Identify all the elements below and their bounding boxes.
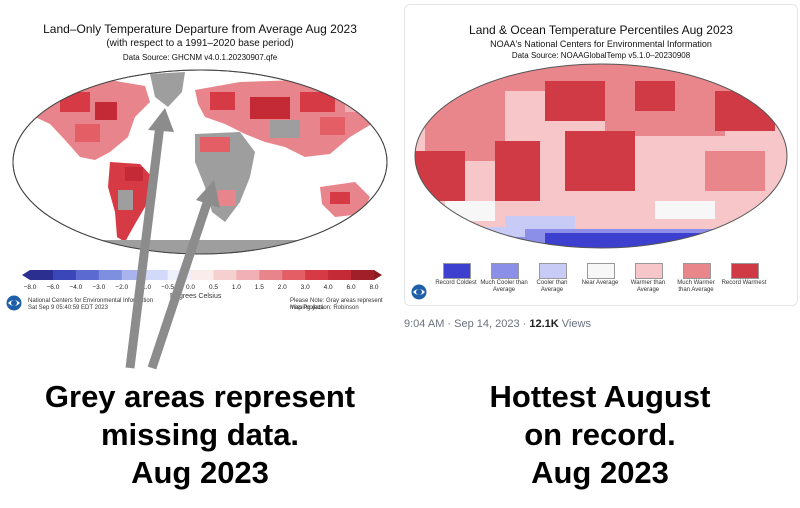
noaa-logo-right	[411, 284, 427, 300]
arrow-to-greenland-head	[148, 108, 174, 132]
left-footer-note: Please Note: Gray areas represent missin…	[290, 298, 383, 311]
legend-label: Record Coldest	[435, 280, 477, 286]
grey-arrows-overlay	[125, 108, 220, 370]
colorbar-cell	[351, 270, 375, 280]
legend-swatch	[731, 263, 759, 279]
colorbar-tick-label: −6.0	[47, 284, 60, 291]
colorbar-tick-label: 8.0	[369, 284, 378, 291]
colorbar-cell	[75, 270, 100, 280]
left-caption: Grey areas represent missing data. Aug 2…	[0, 378, 400, 492]
colorbar-tick-label: −8.0	[24, 284, 37, 291]
right-caption-line: Hottest August	[489, 379, 711, 414]
colorbar-cell	[144, 270, 169, 280]
arrow-to-greenland-shaft	[125, 124, 165, 369]
colorbar-tick-label: 1.5	[255, 284, 264, 291]
left-footer-date: Sat Sep 9 05:40:59 EDT 2023	[28, 305, 108, 311]
left-caption-line: Aug 2023	[131, 455, 269, 490]
legend-swatch	[443, 263, 471, 279]
colorbar-tick-label: −2.0	[115, 284, 128, 291]
right-world-map	[414, 63, 788, 249]
colorbar-tick-label: −4.0	[69, 284, 82, 291]
colorbar-cell	[190, 270, 214, 280]
colorbar-tick-label: 4.0	[324, 284, 333, 291]
left-footer-org: National Centers for Environmental Infor…	[28, 298, 154, 304]
legend-label: Much Warmer than Average	[677, 280, 715, 293]
noaa-logo-left	[6, 295, 22, 311]
tweet-views-label: Views	[561, 318, 591, 330]
right-map-source: Data Source: NOAAGlobalTemp v5.1.0–20230…	[511, 51, 691, 60]
tweet-timestamp-views: 9:04 AM · Sep 14, 2023 · 12.1K Views	[404, 318, 591, 330]
legend-swatch	[491, 263, 519, 279]
left-map-source: Data Source: GHCNM v4.0.1.20230907.qfe	[122, 53, 278, 62]
legend-label: Warmer than Average	[630, 280, 666, 293]
colorbar-tick-label: −1.0	[138, 284, 151, 291]
colorbar-cell	[305, 270, 329, 280]
legend-swatch	[683, 263, 711, 279]
land-only-map-panel: Land–Only Temperature Departure from Ave…	[0, 0, 400, 330]
colorbar-cell	[98, 270, 123, 280]
colorbar-cell	[30, 270, 54, 280]
legend-swatch	[539, 263, 567, 279]
arrow-to-africa-shaft	[147, 198, 213, 370]
colorbar-cell	[259, 270, 283, 280]
left-caption-line: missing data.	[100, 417, 300, 452]
colorbar-tick-label: 1.0	[232, 284, 241, 291]
left-caption-line: Grey areas represent	[44, 379, 356, 414]
right-map-title: Land & Ocean Temperature Percentiles Aug…	[469, 23, 733, 37]
right-caption-line: Aug 2023	[531, 455, 669, 490]
colorbar-tick-label: −3.0	[92, 284, 105, 291]
colorbar-unit: Degrees Celsius	[170, 293, 222, 300]
colorbar-tick-label: 6.0	[347, 284, 356, 291]
legend-swatch	[587, 263, 615, 279]
tweet-time: 9:04 AM · Sep 14, 2023 ·	[404, 318, 527, 330]
land-ocean-percentile-panel: Land & Ocean Temperature Percentiles Aug…	[404, 4, 798, 306]
colorbar-cell	[213, 270, 237, 280]
right-map-subtitle: NOAA's National Centers for Environmenta…	[490, 39, 712, 49]
left-footer-projection: Map Projection: Robinson	[290, 305, 359, 311]
legend-swatch	[635, 263, 663, 279]
colorbar-cell	[121, 270, 146, 280]
left-map-title: Land–Only Temperature Departure from Ave…	[43, 22, 357, 36]
right-caption-line: on record.	[524, 417, 676, 452]
left-world-map	[12, 69, 388, 255]
colorbar-tick-label: 0.5	[209, 284, 218, 291]
tweet-views-count: 12.1K	[529, 318, 559, 330]
colorbar-tick-label: 0.0	[186, 284, 195, 291]
colorbar-cell	[328, 270, 352, 280]
colorbar-cell	[52, 270, 77, 280]
colorbar-tick-label: 2.0	[278, 284, 287, 291]
colorbar-tick-label: −0.5	[161, 284, 174, 291]
left-map-subtitle: (with respect to a 1991–2020 base period…	[106, 38, 294, 49]
legend-label: Record Warmest	[721, 280, 767, 286]
greenland-land	[150, 72, 185, 107]
right-caption: Hottest August on record. Aug 2023	[404, 378, 796, 492]
colorbar-tick-label: 3.0	[301, 284, 310, 291]
colorbar-cell	[236, 270, 260, 280]
legend-label: Near Average	[581, 280, 619, 286]
arrow-to-africa-head	[196, 180, 220, 208]
legend-label: Cooler than Average	[536, 280, 568, 293]
colorbar-cell	[282, 270, 306, 280]
legend-label: Much Cooler than Average	[480, 280, 528, 293]
